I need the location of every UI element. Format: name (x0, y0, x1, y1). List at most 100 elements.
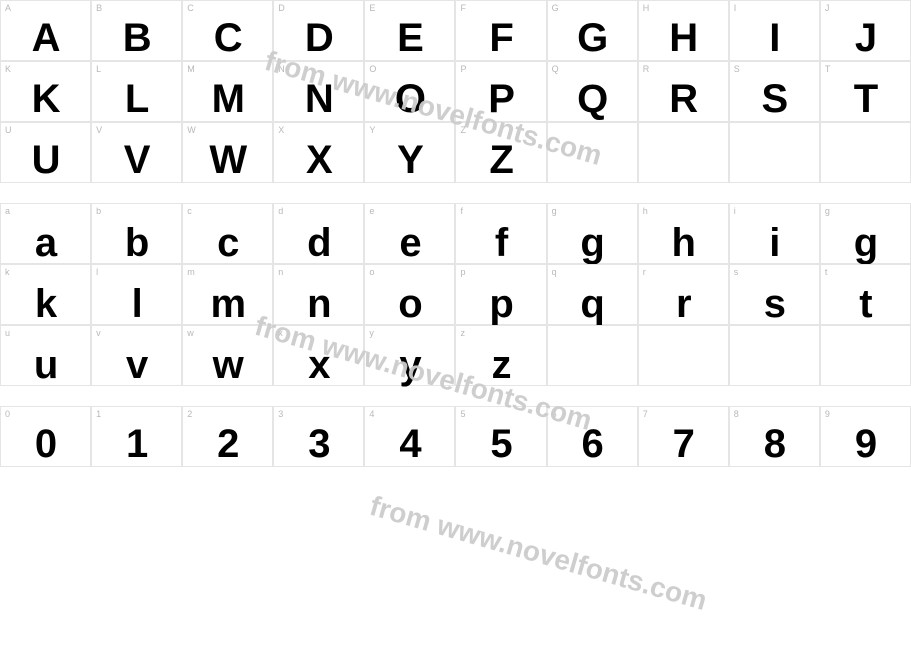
glyph-cell: HH (638, 0, 729, 61)
cell-label: b (96, 206, 101, 216)
cell-label: F (460, 3, 466, 13)
glyph-cell: nn (273, 264, 364, 325)
glyph-cell: YY (364, 122, 455, 183)
glyph-cell: uu (0, 325, 91, 386)
glyph-cell: XX (273, 122, 364, 183)
cell-glyph: D (305, 18, 333, 58)
cell-label: n (278, 267, 283, 277)
cell-label: m (187, 267, 195, 277)
glyph-cell: 55 (455, 406, 546, 467)
cell-glyph: U (32, 140, 60, 180)
cell-label: 7 (643, 409, 648, 419)
cell-glyph: z (492, 345, 511, 385)
glyph-cell (820, 122, 911, 183)
cell-glyph: P (488, 79, 514, 119)
glyph-cell: JJ (820, 0, 911, 61)
cell-label: Q (552, 64, 559, 74)
glyph-cell (729, 122, 820, 183)
glyph-cell: kk (0, 264, 91, 325)
cell-label: c (187, 206, 192, 216)
cell-glyph: V (124, 140, 150, 180)
glyph-cell: yy (364, 325, 455, 386)
glyph-cell: DD (273, 0, 364, 61)
cell-glyph: o (398, 284, 421, 324)
cell-glyph: c (217, 223, 238, 263)
cell-glyph: B (123, 18, 151, 58)
glyph-cell: dd (273, 203, 364, 264)
cell-glyph: b (125, 223, 148, 263)
cell-glyph: Q (577, 79, 607, 119)
cell-label: 6 (552, 409, 557, 419)
cell-glyph: N (305, 79, 333, 119)
cell-label: t (825, 267, 828, 277)
glyph-cell: MM (182, 61, 273, 122)
glyph-cell: xx (273, 325, 364, 386)
lowercase-grid: aabbccddeeffgghhiiggkkllmmnnooppqqrrsstt… (0, 203, 911, 386)
glyph-cell: GG (547, 0, 638, 61)
cell-label: g (825, 206, 830, 216)
cell-label: 2 (187, 409, 192, 419)
cell-label: g (552, 206, 557, 216)
cell-glyph: g (854, 223, 877, 263)
cell-glyph: Z (489, 140, 512, 180)
cell-label: 8 (734, 409, 739, 419)
cell-glyph: W (209, 140, 246, 180)
cell-label: J (825, 3, 830, 13)
glyph-cell: ww (182, 325, 273, 386)
glyph-cell (547, 122, 638, 183)
cell-label: X (278, 125, 284, 135)
section-gap (0, 183, 911, 203)
cell-glyph: u (34, 345, 57, 385)
cell-glyph: F (489, 18, 512, 58)
glyph-cell: 66 (547, 406, 638, 467)
cell-label: T (825, 64, 831, 74)
cell-glyph: h (672, 223, 695, 263)
cell-glyph: Y (397, 140, 423, 180)
glyph-cell (638, 325, 729, 386)
cell-label: e (369, 206, 374, 216)
glyph-cell: 22 (182, 406, 273, 467)
cell-glyph: M (212, 79, 244, 119)
glyph-cell: aa (0, 203, 91, 264)
glyph-cell: BB (91, 0, 182, 61)
cell-label: A (5, 3, 11, 13)
cell-label: i (734, 206, 736, 216)
cell-glyph: g (580, 223, 603, 263)
cell-label: z (460, 328, 465, 338)
cell-label: 3 (278, 409, 283, 419)
glyph-cell: WW (182, 122, 273, 183)
cell-label: u (5, 328, 10, 338)
glyph-cell: VV (91, 122, 182, 183)
cell-glyph: C (214, 18, 242, 58)
cell-glyph: r (676, 284, 691, 324)
cell-glyph: p (489, 284, 512, 324)
cell-label: k (5, 267, 10, 277)
cell-glyph: 4 (399, 424, 420, 464)
glyph-cell: bb (91, 203, 182, 264)
cell-label: 5 (460, 409, 465, 419)
glyph-cell: SS (729, 61, 820, 122)
glyph-cell: hh (638, 203, 729, 264)
glyph-cell: oo (364, 264, 455, 325)
glyph-cell: mm (182, 264, 273, 325)
cell-glyph: s (764, 284, 785, 324)
glyph-cell: pp (455, 264, 546, 325)
cell-glyph: w (213, 345, 243, 385)
cell-label: C (187, 3, 194, 13)
glyph-cell: AA (0, 0, 91, 61)
cell-label: M (187, 64, 195, 74)
cell-glyph: 3 (308, 424, 329, 464)
cell-glyph: I (769, 18, 779, 58)
glyph-cell: II (729, 0, 820, 61)
glyph-cell: UU (0, 122, 91, 183)
glyph-cell: QQ (547, 61, 638, 122)
glyph-cell: zz (455, 325, 546, 386)
cell-label: s (734, 267, 739, 277)
cell-glyph: T (854, 79, 877, 119)
cell-label: K (5, 64, 11, 74)
cell-glyph: 0 (35, 424, 56, 464)
cell-glyph: m (210, 284, 245, 324)
cell-label: G (552, 3, 559, 13)
cell-label: w (187, 328, 194, 338)
cell-label: L (96, 64, 101, 74)
